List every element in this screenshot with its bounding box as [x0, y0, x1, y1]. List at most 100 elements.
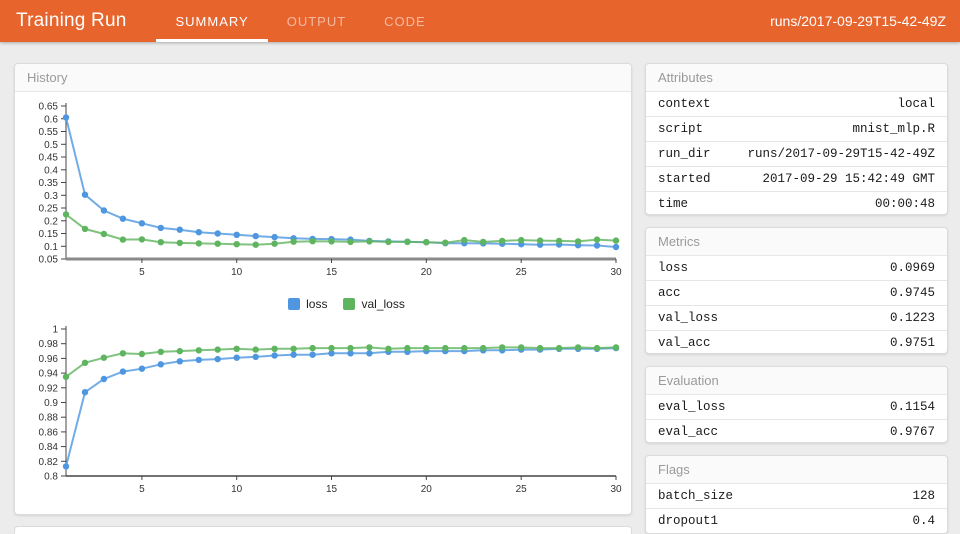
- kv-key: dropout1: [658, 514, 719, 529]
- legend-label: acc: [309, 513, 328, 514]
- metrics-row-val_acc: val_acc 0.9751: [646, 331, 947, 353]
- acc-swatch-icon: [290, 514, 303, 515]
- attributes-panel-header: Attributes: [646, 64, 947, 92]
- kv-key: loss: [658, 260, 689, 275]
- val_loss-swatch-icon: [343, 298, 356, 310]
- app-title: Training Run: [16, 10, 127, 31]
- svg-text:0.8: 0.8: [44, 472, 58, 483]
- svg-text:0.94: 0.94: [39, 369, 59, 380]
- svg-text:10: 10: [231, 267, 243, 278]
- kv-key: eval_acc: [658, 424, 719, 439]
- evaluation-panel: Evaluation eval_loss 0.1154 eval_acc 0.9767: [645, 365, 948, 444]
- loss-line: [65, 117, 617, 248]
- legend-item-val_acc: val_acc: [343, 513, 402, 515]
- evaluation-panel-header: Evaluation: [646, 366, 947, 395]
- kv-value: 0.9767: [889, 424, 935, 439]
- kv-value: 0.4: [912, 514, 935, 529]
- svg-text:25: 25: [516, 267, 528, 278]
- svg-text:0.4: 0.4: [44, 165, 58, 176]
- metrics-panel: Metrics loss 0.0969 acc 0.9745 val_loss 0.1223…: [645, 226, 948, 354]
- svg-text:0.86: 0.86: [39, 427, 59, 438]
- kv-value: 00:00:48: [874, 197, 935, 211]
- svg-text:20: 20: [421, 267, 433, 278]
- attributes-row-run_dir: run_dir runs/2017-09-29T15-42-49Z: [646, 142, 947, 167]
- svg-text:0.6: 0.6: [44, 114, 58, 125]
- kv-key: val_loss: [658, 310, 719, 325]
- run-directory-label: runs/2017-09-29T15-42-49Z: [770, 13, 946, 29]
- chart-svg: 0.05 0.1 0.15 0.20.25 0.3 0.35 0.40.45 0.5 0.55 0…: [39, 102, 622, 279]
- kv-value: mnist_mlp.R: [852, 122, 935, 136]
- svg-text:0.92: 0.92: [39, 383, 59, 394]
- accuracy-chart-legend: acc val_acc: [62, 511, 631, 515]
- svg-text:30: 30: [610, 484, 622, 495]
- summary-column: Attributes context local script mnist_mlp.R r…: [645, 63, 948, 534]
- tab-summary[interactable]: SUMMARY: [156, 0, 268, 42]
- kv-key: eval_loss: [658, 399, 726, 414]
- history-panel-body: 0.05 0.1 0.15 0.2 0.25 0.3 0.35 0.4 0.45 0.5 0.55 0…: [15, 92, 631, 515]
- next-panel-top-edge: [14, 526, 632, 534]
- kv-key: script: [658, 122, 704, 136]
- svg-text:0.84: 0.84: [39, 442, 59, 453]
- svg-text:5: 5: [139, 484, 145, 495]
- svg-text:30: 30: [610, 267, 622, 278]
- val_acc-line: [65, 346, 617, 378]
- attributes-row-time: time 00:00:48: [646, 192, 947, 214]
- panel-title-flags: Flags: [658, 462, 690, 478]
- svg-text:5: 5: [139, 267, 145, 278]
- tab-code[interactable]: CODE: [384, 13, 426, 29]
- panel-title-metrics: Metrics: [658, 233, 700, 249]
- svg-text:0.2: 0.2: [44, 216, 58, 227]
- svg-text:0.25: 0.25: [39, 204, 59, 215]
- flags-row-batch_size: batch_size 128: [646, 484, 947, 510]
- metrics-row-loss: loss 0.0969: [646, 256, 947, 281]
- svg-text:0.45: 0.45: [39, 153, 59, 164]
- header-spacer: [445, 0, 770, 42]
- flags-panel-header: Flags: [646, 456, 947, 485]
- kv-key: run_dir: [658, 147, 711, 161]
- legend-label: loss: [306, 297, 328, 311]
- tab-output[interactable]: OUTPUT: [286, 13, 347, 29]
- flags-panel: Flags batch_size 128 dropout1 0.4: [645, 455, 948, 534]
- svg-text:20: 20: [421, 484, 433, 495]
- legend-item-val_loss: val_loss: [343, 297, 405, 311]
- history-panel-header: History: [15, 64, 631, 92]
- legend-label: val_loss: [361, 297, 405, 311]
- main-content: History 0.05 0.1 0.15 0.2 0.25 0.3 0.35 0.4 0.45…: [0, 42, 960, 534]
- svg-text:0.35: 0.35: [39, 178, 59, 189]
- svg-text:0.82: 0.82: [39, 457, 59, 468]
- loss-swatch-icon: [288, 298, 301, 310]
- panel-title-history: History: [27, 70, 68, 85]
- attributes-row-started: started 2017-09-29 15:42:49 GMT: [646, 167, 947, 192]
- attributes-panel: Attributes context local script mnist_mlp.R r…: [645, 63, 948, 215]
- svg-text:0.3: 0.3: [44, 191, 58, 202]
- kv-value: 2017-09-29 15:42:49 GMT: [762, 172, 935, 186]
- tab-bar: SUMMARY OUTPUT CODE: [156, 0, 444, 42]
- svg-text:15: 15: [326, 484, 338, 495]
- kv-key: context: [658, 97, 711, 111]
- loss-chart-legend: loss val_loss: [62, 295, 631, 313]
- svg-text:1: 1: [52, 325, 58, 336]
- svg-text:0.9: 0.9: [44, 398, 58, 409]
- svg-text:0.55: 0.55: [39, 127, 59, 138]
- kv-value: 0.1223: [889, 310, 935, 325]
- history-panel: History 0.05 0.1 0.15 0.2 0.25 0.3 0.35 0.4 0.45…: [14, 63, 632, 516]
- chart-svg: 0.80.820.840.860.880.90.920.940.960.9815…: [39, 325, 622, 496]
- kv-value: 0.9745: [889, 285, 935, 300]
- kv-key: acc: [658, 285, 681, 300]
- svg-text:0.98: 0.98: [39, 339, 59, 350]
- app-header: Training Run SUMMARY OUTPUT CODE runs/2017…: [0, 0, 960, 42]
- kv-key: started: [658, 172, 711, 186]
- kv-key: batch_size: [658, 489, 734, 504]
- attributes-row-script: script mnist_mlp.R: [646, 117, 947, 142]
- metrics-panel-header: Metrics: [646, 227, 947, 256]
- svg-text:25: 25: [516, 484, 528, 495]
- panel-title-evaluation: Evaluation: [658, 372, 719, 388]
- kv-value: 0.9751: [889, 335, 935, 350]
- kv-value: 128: [912, 489, 935, 504]
- kv-value: 0.1154: [889, 399, 935, 414]
- metrics-row-val_loss: val_loss 0.1223: [646, 306, 947, 331]
- evaluation-row-eval_acc: eval_acc 0.9767: [646, 420, 947, 443]
- svg-text:0.88: 0.88: [39, 413, 59, 424]
- history-column: History 0.05 0.1 0.15 0.2 0.25 0.3 0.35 0.4 0.45…: [14, 63, 632, 534]
- svg-text:0.65: 0.65: [39, 102, 59, 113]
